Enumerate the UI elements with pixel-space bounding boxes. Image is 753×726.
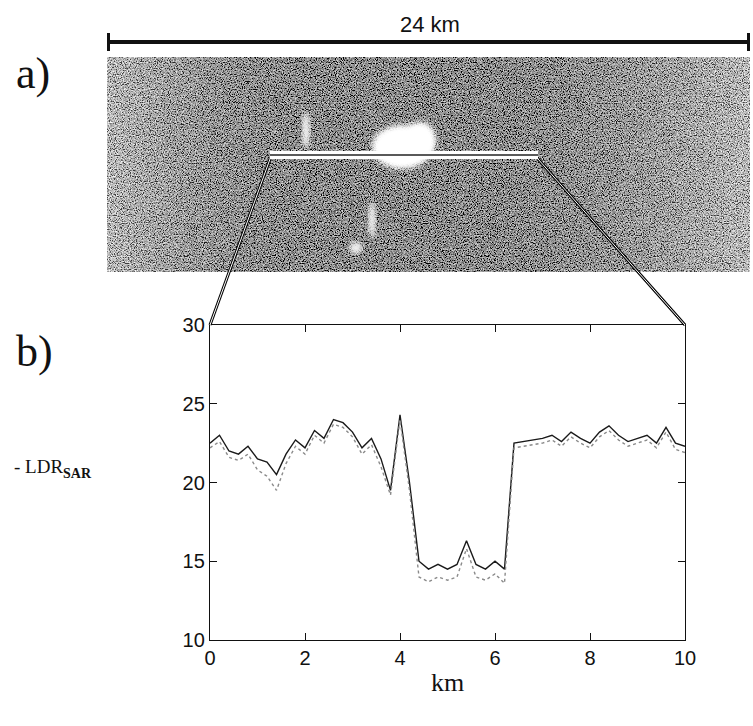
- svg-text:0: 0: [204, 647, 215, 669]
- svg-text:8: 8: [584, 647, 595, 669]
- svg-text:10: 10: [183, 629, 205, 651]
- svg-text:2: 2: [299, 647, 310, 669]
- svg-text:15: 15: [183, 550, 205, 572]
- svg-text:4: 4: [394, 647, 405, 669]
- svg-text:10: 10: [674, 647, 696, 669]
- svg-text:b): b): [16, 327, 53, 376]
- svg-text:30: 30: [183, 314, 205, 336]
- svg-text:6: 6: [489, 647, 500, 669]
- svg-text:a): a): [16, 49, 50, 98]
- svg-text:24 km: 24 km: [400, 12, 460, 37]
- html-text:- LDRSAR: - LDRSAR: [14, 456, 92, 481]
- svg-text:km: km: [431, 668, 464, 697]
- svg-text:25: 25: [183, 393, 205, 415]
- svg-text:20: 20: [183, 472, 205, 494]
